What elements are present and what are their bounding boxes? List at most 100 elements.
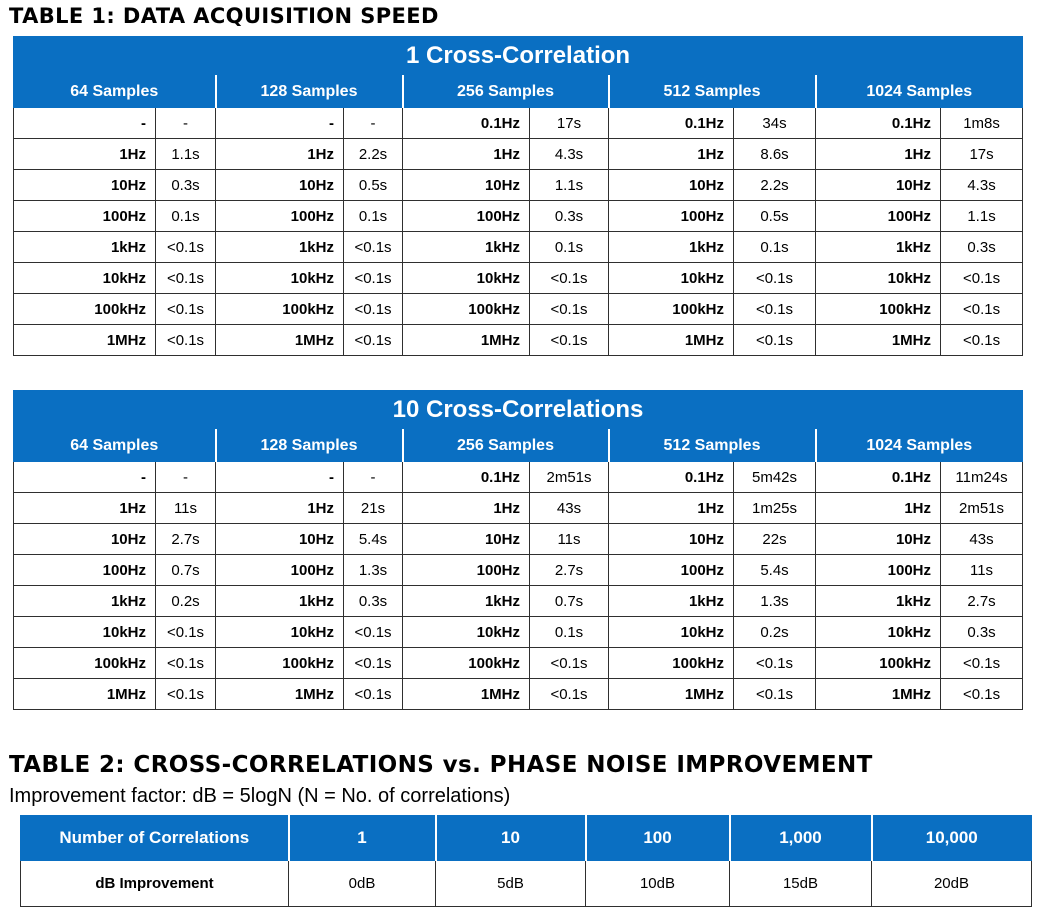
sample-header: 512 Samples: [607, 429, 817, 462]
frequency-cell: 1kHz: [13, 231, 156, 263]
time-cell: <0.1s: [939, 293, 1024, 325]
time-cell: 17s: [939, 138, 1024, 170]
time-cell: -: [155, 107, 216, 139]
time-cell: -: [343, 107, 403, 139]
frequency-cell: 1MHz: [215, 678, 344, 710]
time-cell: 0.3s: [155, 169, 216, 201]
time-cell: 0.3s: [939, 231, 1024, 263]
frequency-cell: 0.1Hz: [815, 107, 941, 139]
time-cell: 11s: [529, 523, 609, 555]
time-cell: <0.1s: [155, 678, 216, 710]
sample-header-row: 64 Samples 128 Samples 256 Samples 512 S…: [13, 429, 1024, 462]
frequency-cell: 10Hz: [402, 523, 530, 555]
frequency-cell: 0.1Hz: [608, 107, 734, 139]
table-row: 10Hz 0.3s 10Hz 0.5s 10Hz 1.1s 10Hz 2.2s 10Hz 4.3s: [13, 169, 1024, 201]
time-cell: <0.1s: [529, 678, 609, 710]
frequency-cell: 100Hz: [815, 200, 941, 232]
time-cell: 1.1s: [155, 138, 216, 170]
frequency-cell: 1Hz: [215, 492, 344, 524]
sample-header: 128 Samples: [214, 429, 404, 462]
frequency-cell: 1kHz: [402, 585, 530, 617]
table-row: 100Hz 0.1s 100Hz 0.1s 100Hz 0.3s 100Hz 0.5s 100H…: [13, 200, 1024, 232]
time-cell: 5.4s: [733, 554, 816, 586]
sample-header: 64 Samples: [13, 429, 217, 462]
time-cell: 34s: [733, 107, 816, 139]
time-cell: 22s: [733, 523, 816, 555]
frequency-cell: 100Hz: [402, 554, 530, 586]
time-cell: <0.1s: [939, 324, 1024, 356]
time-cell: 0.3s: [343, 585, 403, 617]
frequency-cell: 10Hz: [13, 523, 156, 555]
frequency-cell: 0.1Hz: [402, 461, 530, 493]
sample-header: 64 Samples: [13, 75, 217, 108]
frequency-cell: 10kHz: [13, 616, 156, 648]
time-cell: <0.1s: [155, 647, 216, 679]
frequency-cell: 1MHz: [815, 324, 941, 356]
correlation-count: 10,000: [870, 815, 1032, 861]
correlations-header-row: Number of Correlations 1 10 100 1,000 10…: [20, 815, 1032, 861]
frequency-cell: 10Hz: [215, 169, 344, 201]
time-cell: 0.3s: [529, 200, 609, 232]
phase-noise-improvement-table: Number of Correlations 1 10 100 1,000 10…: [20, 815, 1032, 907]
frequency-cell: -: [215, 461, 344, 493]
time-cell: 0.1s: [529, 231, 609, 263]
time-cell: 0.7s: [155, 554, 216, 586]
frequency-cell: 10Hz: [815, 169, 941, 201]
time-cell: <0.1s: [155, 262, 216, 294]
time-cell: 11m24s: [939, 461, 1024, 493]
time-cell: <0.1s: [343, 647, 403, 679]
time-cell: 5.4s: [343, 523, 403, 555]
table2-heading: TABLE 2: CROSS-CORRELATIONS vs. PHASE NO…: [9, 752, 873, 778]
frequency-cell: 1kHz: [815, 585, 941, 617]
time-cell: 0.2s: [733, 616, 816, 648]
frequency-cell: 100kHz: [13, 293, 156, 325]
time-cell: 2.7s: [939, 585, 1024, 617]
table-row: 10kHz <0.1s 10kHz <0.1s 10kHz 0.1s 10kHz 0.2s 10…: [13, 616, 1024, 648]
frequency-cell: 100kHz: [402, 293, 530, 325]
improvement-formula: Improvement factor: dB = 5logN (N = No. …: [9, 785, 511, 807]
frequency-cell: -: [215, 107, 344, 139]
time-cell: 2.7s: [529, 554, 609, 586]
frequency-cell: 1MHz: [608, 324, 734, 356]
sample-header: 1024 Samples: [814, 429, 1024, 462]
frequency-cell: 100Hz: [608, 200, 734, 232]
db-improvement-value: 5dB: [435, 860, 586, 907]
frequency-cell: 1kHz: [215, 231, 344, 263]
frequency-cell: 1Hz: [402, 492, 530, 524]
sample-header: 128 Samples: [214, 75, 404, 108]
time-cell: 0.7s: [529, 585, 609, 617]
sample-header: 256 Samples: [401, 429, 610, 462]
frequency-cell: 1Hz: [815, 492, 941, 524]
time-cell: 1.1s: [529, 169, 609, 201]
time-cell: <0.1s: [343, 324, 403, 356]
acquisition-table-1-correlation: 1 Cross-Correlation 64 Samples 128 Sampl…: [12, 36, 1024, 356]
time-cell: <0.1s: [343, 616, 403, 648]
table-row: - - - -0.1Hz 2m51s 0.1Hz 5m42s 0.1Hz 11m24s: [13, 461, 1024, 493]
table-row: 1MHz <0.1s 1MHz <0.1s 1MHz <0.1s 1MHz <0.1s 1MHz…: [13, 324, 1024, 356]
frequency-cell: 10Hz: [402, 169, 530, 201]
frequency-cell: 0.1Hz: [402, 107, 530, 139]
frequency-cell: 10kHz: [815, 616, 941, 648]
frequency-cell: 100Hz: [608, 554, 734, 586]
time-cell: <0.1s: [343, 678, 403, 710]
frequency-cell: 1Hz: [13, 492, 156, 524]
frequency-cell: 1kHz: [608, 585, 734, 617]
table-row: 1Hz 11s 1Hz 21s 1Hz 43s 1Hz 1m25s 1Hz 2m51s: [13, 492, 1024, 524]
frequency-cell: 0.1Hz: [608, 461, 734, 493]
time-cell: 2.7s: [155, 523, 216, 555]
frequency-cell: 1MHz: [402, 678, 530, 710]
frequency-cell: 10kHz: [402, 616, 530, 648]
frequency-cell: 1MHz: [13, 678, 156, 710]
time-cell: 0.1s: [343, 200, 403, 232]
frequency-cell: 100kHz: [215, 293, 344, 325]
table-row: 100kHz <0.1s 100kHz <0.1s 100kHz <0.1s 100kHz <…: [13, 647, 1024, 679]
frequency-cell: 100Hz: [13, 554, 156, 586]
time-cell: 8.6s: [733, 138, 816, 170]
time-cell: 1.3s: [343, 554, 403, 586]
frequency-cell: -: [13, 461, 156, 493]
frequency-cell: 10Hz: [215, 523, 344, 555]
frequency-cell: 100Hz: [815, 554, 941, 586]
time-cell: -: [343, 461, 403, 493]
time-cell: <0.1s: [155, 616, 216, 648]
frequency-cell: 1MHz: [815, 678, 941, 710]
